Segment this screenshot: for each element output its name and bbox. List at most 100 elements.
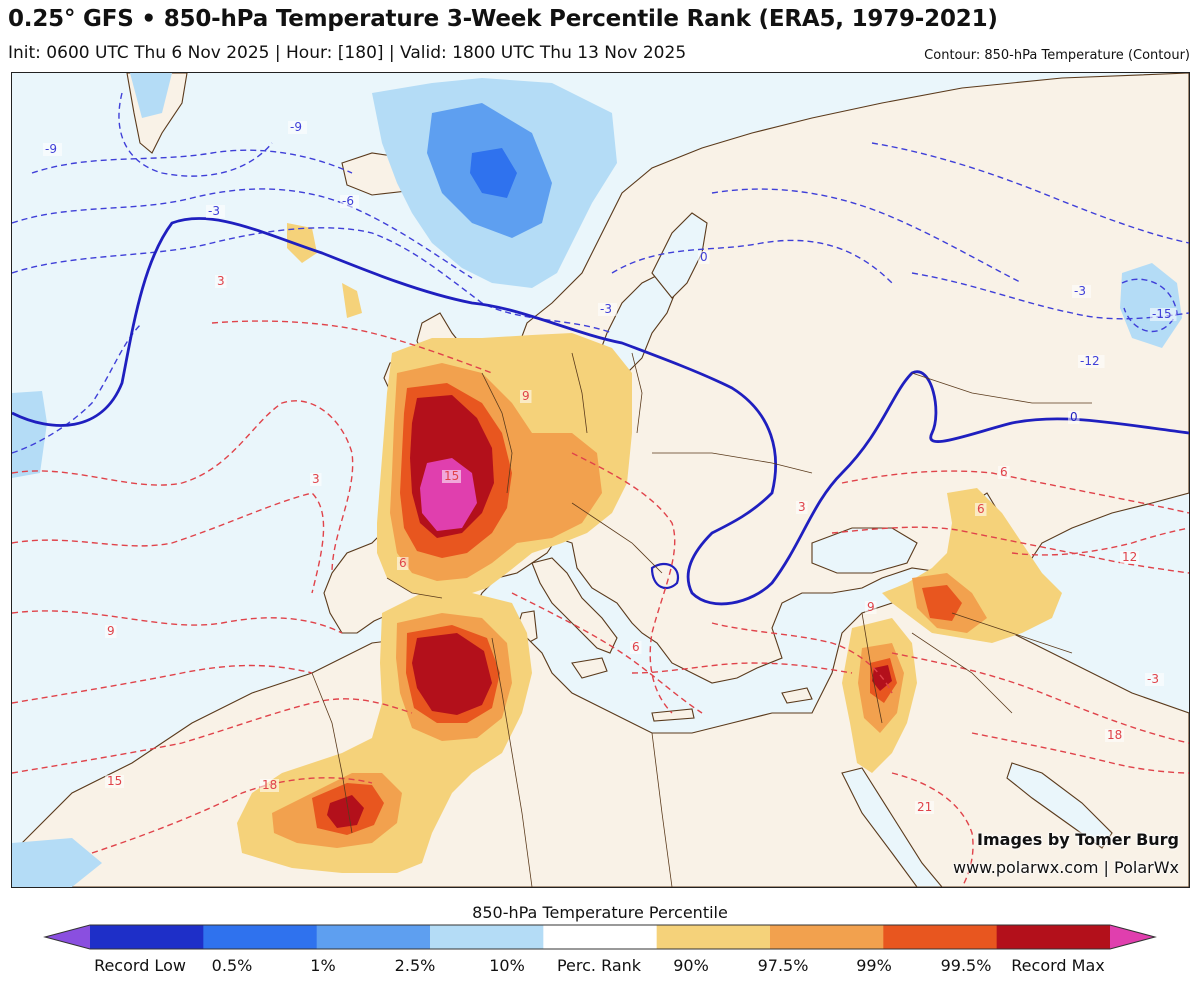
colorbar-segment: [90, 925, 204, 949]
landmass-cyprus: [781, 687, 813, 704]
contour-minus-3-north: [12, 227, 613, 334]
colorbar-label: 97.5%: [757, 956, 809, 975]
contour-15-east: [891, 652, 1189, 744]
colorbar-segment: [770, 925, 884, 949]
contour-zero-loop: [650, 562, 680, 590]
border-france-spain: [386, 577, 443, 599]
border-mideast-2: [911, 632, 1013, 714]
contour-note: Contour: 850-hPa Temperature (Contour): [924, 48, 1190, 63]
cold-anomaly-iceland-sea-peak: [470, 148, 517, 198]
border-poland-belarus: [631, 352, 643, 434]
percentile-shading: [12, 73, 1182, 887]
water-gulf-of-bothnia: [651, 212, 708, 299]
map-panel: -9 -3 -9 -6 -3 0 -3 -12 -15 0 3 9 15 6 9 6 3 6 12 15 18 18 21 9…: [11, 72, 1190, 888]
colorbar-labels: Record Low 0.5% 1% 2.5% 10% Perc. Rank 90% 97.5…: [0, 956, 1200, 980]
contour-label: 9: [107, 624, 115, 638]
contour-label-bg: [598, 303, 617, 316]
warm-anomaly-north-africa-995: [327, 633, 492, 828]
contour-label-bg: [1072, 285, 1091, 298]
contour-3-north: [211, 320, 493, 374]
temperature-contours: -9 -3 -9 -6 -3 0 -3 -12 -15 0 3 9 15 6 9 6 3 6 12 15 18 18 21 9…: [12, 92, 1189, 887]
border-ukraine: [652, 452, 813, 474]
contour-minus-9-greenland: [118, 92, 273, 177]
contour-label-bg: [43, 143, 62, 156]
colorbar-outline: [43, 924, 1157, 950]
contour-label-bg: [1105, 729, 1124, 742]
contour-label: -12: [1080, 354, 1100, 368]
contour-label-bg: [865, 601, 877, 614]
contour-label: 0: [700, 250, 708, 264]
border-africa-1: [311, 672, 353, 834]
contour-label-bg: [796, 501, 808, 514]
colorbar-segment: [316, 925, 431, 949]
chart-subtitle: Init: 0600 UTC Thu 6 Nov 2025 | Hour: [1…: [8, 43, 687, 63]
contour-label: -3: [1147, 672, 1159, 686]
contour-label-bg: [1150, 308, 1177, 321]
contour-label-bg: [260, 779, 279, 792]
colorbar-label: 10%: [489, 956, 525, 975]
contour-label: -3: [600, 302, 612, 316]
contour-label-bg: [105, 625, 117, 638]
water-black-sea: [811, 527, 918, 574]
border-mideast-1: [861, 612, 883, 724]
colorbar-label: 90%: [673, 956, 709, 975]
contour-labels: -9 -3 -9 -6 -3 0 -3 -12 -15 0 3 9 15 6 9 6 3 6 12 15 18 18 21 9…: [43, 120, 1177, 814]
contour-label: -15: [1152, 307, 1172, 321]
contour-label-bg: [310, 473, 322, 486]
contour-label-bg: [206, 205, 225, 218]
contour-label-bg: [1078, 355, 1105, 368]
landmass-sicily: [571, 657, 608, 679]
contour-3-atlantic: [12, 400, 354, 574]
colorbar-label: 99.5%: [940, 956, 992, 975]
contour-label-bg: [915, 801, 934, 814]
credit-author: Images by Tomer Burg: [977, 830, 1179, 849]
colorbar-segment-record-max: [1110, 925, 1155, 949]
colorbar-title: 850-hPa Temperature Percentile: [472, 903, 728, 922]
credit-website: www.polarwx.com | PolarWx: [952, 858, 1179, 877]
colorbar-segment-record-low: [45, 925, 90, 949]
contour-label-bg: [520, 390, 532, 403]
contour-minus-15-east: [1121, 278, 1178, 333]
colorbar-segment: [883, 925, 998, 949]
colorbar-label: Record Max: [1011, 956, 1105, 975]
country-borders: [311, 352, 1092, 887]
contour-label: 3: [798, 500, 806, 514]
colorbar-label: 0.5%: [211, 956, 253, 975]
cold-anomaly-greenland: [130, 73, 172, 118]
contour-minus-3-west: [12, 322, 143, 454]
contour-label-bg: [397, 557, 409, 570]
contour-minus-3-east: [611, 239, 893, 284]
contour-label-bg: [105, 775, 124, 788]
contour-minus-9-north: [31, 149, 353, 174]
contour-label-bg: [288, 121, 307, 134]
colorbar-label: 99%: [856, 956, 892, 975]
border-mideast-3: [951, 612, 1073, 654]
contour-label: -9: [45, 142, 57, 156]
contour-label: 3: [312, 472, 320, 486]
contour-label: 18: [1107, 728, 1122, 742]
contour-label-bg: [1068, 411, 1080, 424]
landmass-crete: [651, 708, 695, 722]
contour-label: 6: [399, 556, 407, 570]
border-africa-3: [651, 732, 673, 887]
contour-label: 6: [632, 640, 640, 654]
contour-label: 3: [217, 274, 225, 288]
contour-label-bg: [975, 503, 987, 516]
contour-label: 6: [977, 502, 985, 516]
contour-9-med: [711, 622, 893, 694]
colorbar-label: 1%: [310, 956, 336, 975]
contour-9-atlantic: [12, 610, 343, 634]
contour-label: -9: [290, 120, 302, 134]
chart-title: 0.25° GFS • 850-hPa Temperature 3-Week P…: [8, 6, 998, 32]
contour-label: -3: [208, 204, 220, 218]
contour-label: 18: [262, 778, 277, 792]
contour-label: 15: [444, 469, 459, 483]
contour-zero-line: [12, 217, 1189, 606]
water-red-sea: [841, 767, 943, 887]
contour-label: 0: [1070, 410, 1078, 424]
contour-12-east: [1011, 527, 1189, 556]
contour-12-atlantic: [12, 664, 313, 704]
contour-label: 21: [917, 800, 932, 814]
contour-minus-9-east: [871, 142, 1189, 244]
weather-map: -9 -3 -9 -6 -3 0 -3 -12 -15 0 3 9 15 6 9 6 3 6 12 15 18 18 21 9…: [12, 73, 1189, 887]
